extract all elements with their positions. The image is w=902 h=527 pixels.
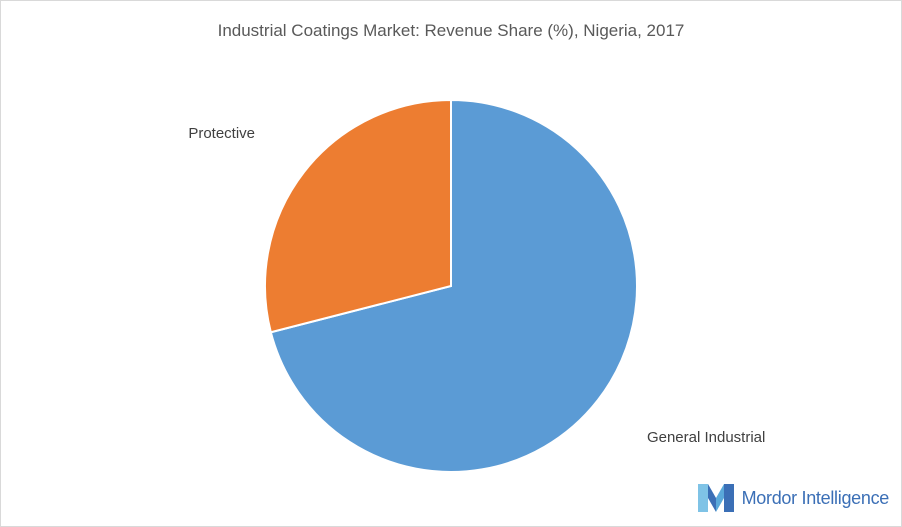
logo-text: Mordor Intelligence — [741, 487, 890, 508]
pie-slice-protective — [264, 98, 452, 334]
chart-title: Industrial Coatings Market: Revenue Shar… — [217, 21, 685, 40]
mordor-logo-icon — [697, 484, 734, 512]
mordor-intelligence-logo: Mordor Intelligence — [696, 480, 889, 516]
pie-label-general-industrial: General Industrial — [647, 429, 765, 446]
pie-label-protective: Protective — [188, 125, 255, 142]
pie-slice-general-industrial — [269, 98, 638, 473]
pie-labels: General Industrial Protective — [188, 125, 765, 446]
pie-slices — [264, 98, 638, 473]
